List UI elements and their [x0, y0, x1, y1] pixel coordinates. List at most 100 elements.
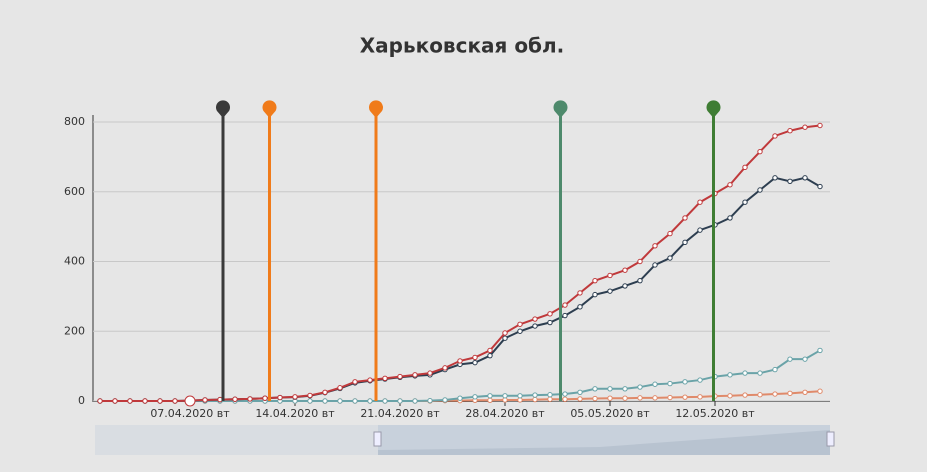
- data-point: [742, 392, 748, 398]
- data-point: [577, 304, 583, 310]
- event-marker: [215, 100, 230, 118]
- y-tick-label: 800: [64, 115, 85, 128]
- data-point: [487, 397, 493, 404]
- data-point: [442, 365, 448, 371]
- data-point: [742, 370, 748, 376]
- data-point: [622, 267, 628, 273]
- data-point: [607, 272, 613, 279]
- navigator[interactable]: [95, 425, 835, 455]
- data-point: [247, 396, 253, 402]
- data-point: [622, 386, 628, 392]
- data-point: [577, 290, 583, 296]
- data-point: [697, 199, 703, 205]
- data-point: [487, 352, 493, 359]
- data-point: [517, 321, 523, 327]
- event-marker: [369, 100, 383, 118]
- data-point: [772, 391, 778, 397]
- data-point: [667, 230, 673, 237]
- data-point: [532, 396, 538, 403]
- data-point: [262, 395, 268, 401]
- data-point: [697, 227, 703, 233]
- data-point: [697, 394, 703, 400]
- data-point: [607, 395, 613, 401]
- data-point: [412, 372, 418, 378]
- data-point: [727, 215, 733, 221]
- data-point: [337, 385, 343, 391]
- data-point: [757, 187, 763, 193]
- data-point: [112, 398, 118, 404]
- data-point: [457, 358, 463, 364]
- data-point: [802, 175, 808, 181]
- data-point: [157, 398, 163, 404]
- event-marker: [262, 100, 277, 118]
- data-point: [607, 288, 613, 294]
- data-point: [547, 396, 553, 402]
- data-point: [322, 398, 328, 404]
- data-point: [202, 397, 208, 403]
- event-marker: [553, 100, 568, 118]
- y-tick-label: 200: [64, 324, 85, 337]
- data-point: [622, 283, 628, 289]
- data-point: [817, 347, 823, 354]
- event-pin[interactable]: [369, 100, 383, 401]
- data-point: [487, 347, 493, 354]
- data-point: [652, 262, 658, 268]
- data-point: [232, 396, 238, 402]
- data-point: [592, 395, 598, 402]
- data-point: [487, 393, 493, 399]
- data-point: [622, 395, 628, 401]
- data-point: [802, 389, 808, 395]
- data-point: [382, 375, 388, 382]
- data-point: [727, 372, 733, 378]
- data-point: [682, 379, 688, 385]
- data-point: [127, 398, 133, 404]
- data-point: [562, 302, 568, 308]
- y-tick-label: 400: [64, 255, 85, 268]
- data-point: [772, 366, 778, 373]
- data-point: [472, 359, 478, 366]
- data-point: [547, 392, 553, 398]
- data-point: [322, 389, 328, 395]
- data-point: [802, 356, 808, 362]
- data-point: [532, 392, 538, 398]
- x-tick-label: 05.05.2020 вт: [570, 407, 650, 420]
- data-point: [532, 316, 538, 322]
- data-point: [442, 397, 448, 403]
- data-point: [382, 398, 388, 404]
- data-point: [502, 335, 508, 341]
- data-point: [517, 393, 523, 399]
- data-point: [367, 398, 373, 404]
- data-point: [337, 398, 343, 404]
- data-point: [637, 395, 643, 401]
- event-pin[interactable]: [706, 100, 721, 401]
- data-point: [682, 215, 688, 221]
- y-tick-label: 600: [64, 185, 85, 198]
- data-point: [427, 370, 433, 376]
- data-point: [787, 128, 793, 134]
- data-point: [757, 370, 763, 376]
- event-pin[interactable]: [215, 100, 230, 401]
- data-point: [652, 381, 658, 387]
- x-tick-label: 21.04.2020 вт: [360, 407, 440, 420]
- data-point: [817, 388, 823, 394]
- navigator-handle[interactable]: [373, 431, 382, 447]
- data-point: [472, 354, 478, 361]
- data-point: [457, 395, 463, 401]
- data-point: [142, 398, 148, 404]
- data-point: [547, 319, 553, 326]
- data-point: [637, 277, 643, 284]
- data-point: [562, 312, 568, 319]
- event-pin[interactable]: [262, 100, 277, 401]
- data-point: [787, 356, 793, 362]
- data-point: [577, 396, 583, 402]
- data-point: [427, 397, 433, 404]
- data-point: [412, 398, 418, 404]
- data-point: [307, 392, 313, 399]
- event-pin[interactable]: [553, 100, 568, 401]
- y-tick-label: 0: [78, 394, 85, 407]
- navigator-handle[interactable]: [826, 431, 835, 447]
- x-tick-label: 28.04.2020 вт: [465, 407, 545, 420]
- data-point: [367, 377, 373, 383]
- data-point: [547, 311, 553, 317]
